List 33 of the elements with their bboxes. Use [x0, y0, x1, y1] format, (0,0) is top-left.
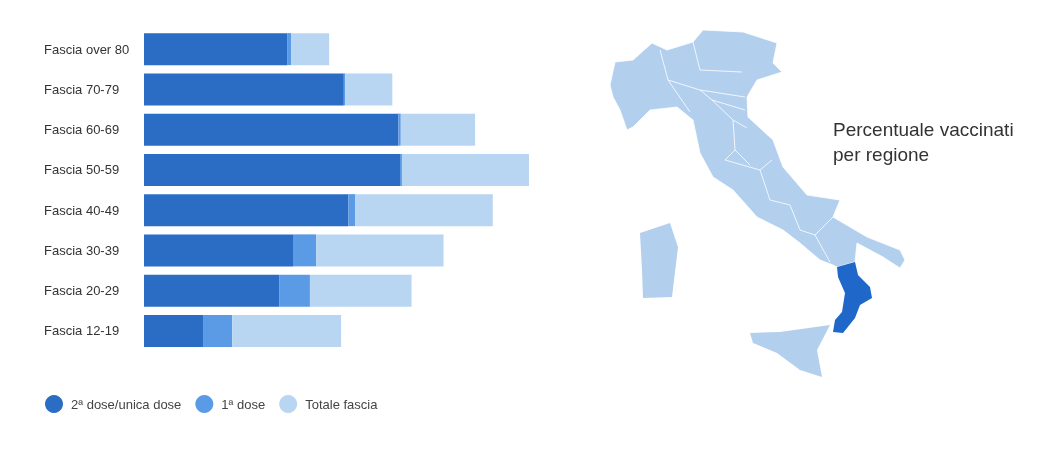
bar	[400, 113, 476, 146]
y-tick-label: Fascia 40-49	[44, 202, 120, 218]
bar	[144, 113, 399, 146]
legend-label: Totale fascia	[305, 396, 379, 412]
bar	[293, 234, 317, 267]
bar	[348, 194, 356, 227]
bar	[398, 113, 401, 146]
y-tick-label: Fascia 30-39	[44, 242, 120, 258]
y-tick-label: Fascia 70-79	[44, 81, 120, 97]
bar	[144, 314, 204, 347]
bar	[232, 314, 342, 347]
legend-label: 2ª dose/unica dose	[71, 396, 182, 412]
y-tick-label: Fascia over 80	[44, 41, 130, 57]
bar	[345, 73, 393, 106]
bar	[309, 274, 412, 307]
bar	[401, 153, 529, 186]
bar	[144, 33, 288, 66]
text: Percentuale vaccinati per regione	[833, 118, 1015, 167]
y-tick-label: Fascia 12-19	[44, 323, 120, 339]
bar	[355, 194, 493, 227]
y-tick-label: Fascia 60-69	[44, 122, 120, 138]
bar	[279, 274, 310, 307]
bar	[144, 153, 401, 186]
y-tick-label: Fascia 20-29	[44, 283, 120, 299]
bar	[144, 194, 349, 227]
bar	[203, 314, 233, 347]
bar	[316, 234, 444, 267]
y-tick-label: Fascia 50-59	[44, 162, 120, 178]
bar	[291, 33, 330, 66]
bar	[144, 73, 344, 106]
bar	[144, 234, 293, 267]
bar	[144, 274, 280, 307]
legend-label: 1ª dose	[221, 396, 266, 412]
